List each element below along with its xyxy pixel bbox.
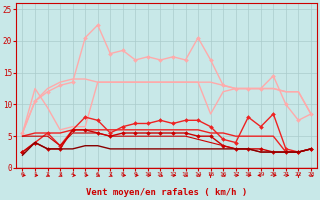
X-axis label: Vent moyen/en rafales ( km/h ): Vent moyen/en rafales ( km/h )	[86, 188, 247, 197]
